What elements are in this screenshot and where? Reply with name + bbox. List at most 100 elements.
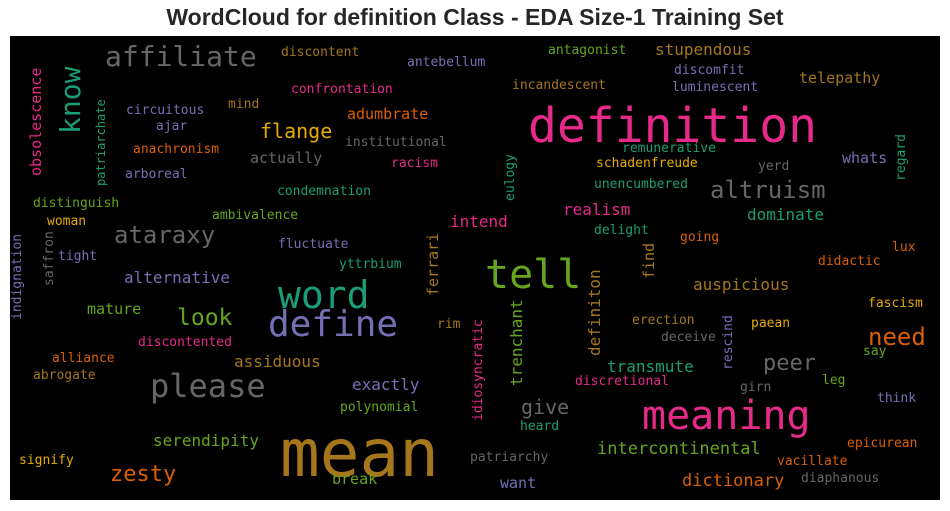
word-saffron: saffron xyxy=(42,231,57,286)
word-schadenfreude: schadenfreude xyxy=(596,156,698,171)
word-distinguish: distinguish xyxy=(33,196,119,211)
word-exactly: exactly xyxy=(352,375,420,394)
word-mean: mean xyxy=(280,415,439,492)
word-institutional: institutional xyxy=(345,135,447,150)
word-lux: lux xyxy=(892,240,916,255)
word-incandescent: incandescent xyxy=(512,78,606,93)
word-luminescent: luminescent xyxy=(672,80,758,95)
word-peer: peer xyxy=(763,351,816,376)
word-patriarchy: patriarchy xyxy=(470,450,548,465)
word-definition: definition xyxy=(528,98,817,154)
word-alternative: alternative xyxy=(124,268,230,287)
word-definiton: definiton xyxy=(585,269,604,356)
word-ajar: ajar xyxy=(156,119,187,134)
word-discontented: discontented xyxy=(138,335,232,350)
word-affiliate: affiliate xyxy=(105,40,257,73)
word-discomfit: discomfit xyxy=(674,63,744,78)
word-erection: erection xyxy=(632,313,695,328)
word-ferrari: ferrari xyxy=(424,233,442,296)
word-assiduous: assiduous xyxy=(234,352,321,371)
word-heard: heard xyxy=(520,419,559,434)
word-zesty: zesty xyxy=(110,462,176,487)
word-obsolescence: obsolescence xyxy=(27,68,45,176)
word-woman: woman xyxy=(47,214,86,229)
word-fluctuate: fluctuate xyxy=(278,237,349,252)
word-discretional: discretional xyxy=(575,374,669,389)
word-idiosyncratic: idiosyncratic xyxy=(471,319,486,421)
word-antagonist: antagonist xyxy=(548,43,626,58)
word-intercontinental: intercontinental xyxy=(597,439,761,459)
word-rescind: rescind xyxy=(721,315,736,370)
word-adumbrate: adumbrate xyxy=(347,105,428,123)
word-signify: signify xyxy=(19,453,74,468)
word-going: going xyxy=(680,230,719,245)
word-leg: leg xyxy=(822,373,845,388)
word-regard: regard xyxy=(894,134,909,181)
word-whats: whats xyxy=(842,149,887,167)
word-ataraxy: ataraxy xyxy=(114,221,215,249)
word-vacillate: vacillate xyxy=(777,454,848,469)
word-girn: girn xyxy=(740,380,771,395)
word-need: need xyxy=(868,323,926,351)
word-deceive: deceive xyxy=(661,330,716,345)
word-word: word xyxy=(278,273,370,317)
word-diaphanous: diaphanous xyxy=(801,471,879,486)
word-patriarchate: patriarchate xyxy=(94,99,108,186)
word-yttrbium: yttrbium xyxy=(339,257,402,272)
word-dominate: dominate xyxy=(747,205,824,224)
word-please: please xyxy=(150,367,266,405)
word-discontent: discontent xyxy=(281,45,359,60)
word-didactic: didactic xyxy=(818,254,881,269)
word-antebellum: antebellum xyxy=(407,55,485,70)
word-unencumbered: unencumbered xyxy=(594,177,688,192)
word-paean: paean xyxy=(751,316,790,331)
word-eulogy: eulogy xyxy=(503,154,518,201)
word-delight: delight xyxy=(594,223,649,238)
word-intend: intend xyxy=(450,212,508,231)
word-altruism: altruism xyxy=(710,176,826,204)
word-epicurean: epicurean xyxy=(847,436,917,451)
word-arboreal: arboreal xyxy=(125,167,188,182)
word-tight: tight xyxy=(58,249,97,264)
word-actually: actually xyxy=(250,149,322,167)
word-racism: racism xyxy=(391,156,438,171)
word-mature: mature xyxy=(87,300,141,318)
word-dictionary: dictionary xyxy=(682,471,784,491)
word-say: say xyxy=(863,344,887,359)
word-stupendous: stupendous xyxy=(655,40,751,59)
word-give: give xyxy=(521,395,569,419)
word-look: look xyxy=(177,305,233,331)
word-remunerative: remunerative xyxy=(622,141,716,156)
word-condemnation: condemnation xyxy=(277,184,371,199)
word-find: find xyxy=(640,243,658,279)
word-transmute: transmute xyxy=(607,357,694,376)
word-indignation: indignation xyxy=(10,234,25,320)
wordcloud-svg: mean definition meaning tell worddefinepleas… xyxy=(10,40,926,492)
chart-title: WordCloud for definition Class - EDA Siz… xyxy=(166,4,784,30)
word-serendipity: serendipity xyxy=(153,431,259,450)
word-break: break xyxy=(332,470,377,488)
word-ambivalence: ambivalence xyxy=(212,208,298,223)
word-flange: flange xyxy=(260,119,332,143)
word-fascism: fascism xyxy=(868,296,923,311)
word-yerd: yerd xyxy=(758,159,789,174)
word-realism: realism xyxy=(563,200,630,219)
word-tell: tell xyxy=(485,252,581,298)
word-circuitous: circuitous xyxy=(126,103,204,118)
word-trenchant: trenchant xyxy=(507,299,526,386)
word-mind: mind xyxy=(228,97,259,112)
wordcloud-canvas: mean definition meaning tell word define pleas… xyxy=(10,36,940,500)
word-confrontation: confrontation xyxy=(291,82,393,97)
word-auspicious: auspicious xyxy=(693,275,789,294)
word-think: think xyxy=(877,391,916,406)
word-know: know xyxy=(54,66,87,134)
word-telepathy: telepathy xyxy=(799,69,880,87)
word-polynomial: polynomial xyxy=(340,400,418,415)
word-want: want xyxy=(500,474,536,492)
word-rim: rim xyxy=(437,317,461,332)
word-anachronism: anachronism xyxy=(133,142,219,157)
word-meaning: meaning xyxy=(642,393,811,439)
word-define: define xyxy=(268,304,398,345)
word-alliance: alliance xyxy=(52,351,115,366)
word-abrogate: abrogate xyxy=(33,368,96,383)
